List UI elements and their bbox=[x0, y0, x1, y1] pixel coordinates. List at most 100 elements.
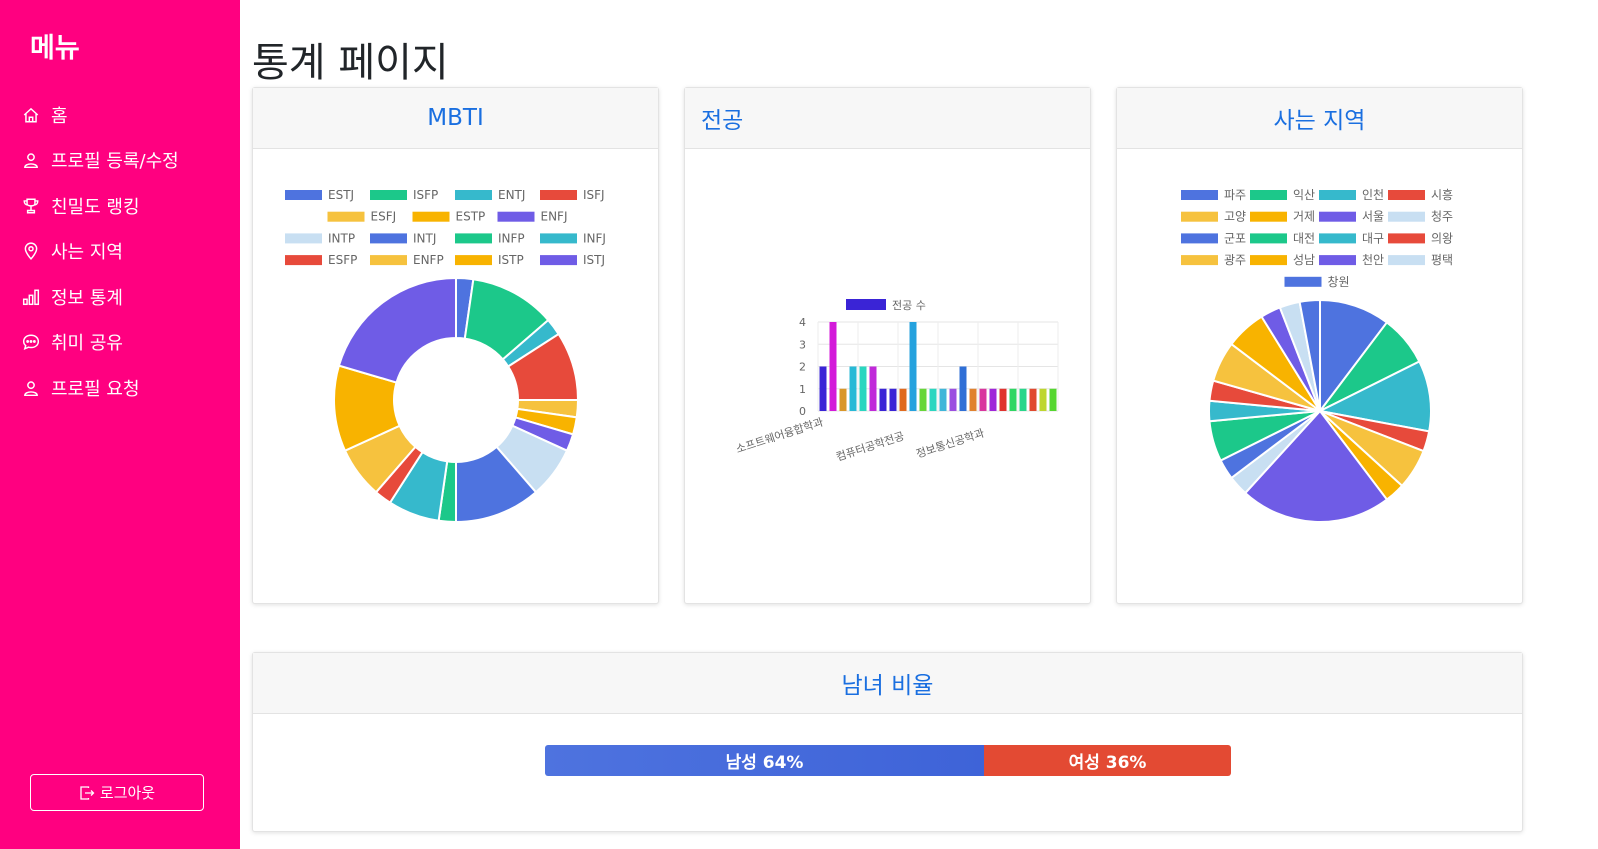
location-pin-icon bbox=[24, 242, 38, 261]
region-legend-label: 서울 bbox=[1362, 210, 1384, 224]
major-bar-21 bbox=[1029, 388, 1037, 411]
mbti-legend-label: INFP bbox=[498, 231, 525, 245]
region-slice-인천 bbox=[1316, 360, 1432, 433]
major-card-header: 전공 bbox=[685, 88, 1090, 149]
major-legend-label: 전공 수 bbox=[892, 299, 926, 312]
mbti-legend-swatch bbox=[540, 233, 577, 244]
sidebar-item-region[interactable]: 사는 지역 bbox=[22, 229, 179, 275]
region-legend-label: 군포 bbox=[1224, 231, 1246, 245]
female-ratio-segment: 여성 36% bbox=[984, 745, 1231, 776]
gender-card: 남녀 비율 남성 64% 여성 36% bbox=[252, 652, 1523, 832]
region-legend-label: 고양 bbox=[1224, 210, 1246, 224]
sidebar-title: 메뉴 bbox=[30, 33, 80, 64]
sidebar-item-profile-edit[interactable]: 프로필 등록/수정 bbox=[22, 138, 179, 184]
major-bar-8 bbox=[899, 388, 907, 411]
region-legend-label: 거제 bbox=[1293, 210, 1315, 224]
major-bar-23 bbox=[1049, 388, 1057, 411]
region-legend-swatch bbox=[1388, 190, 1425, 200]
mbti-legend-swatch bbox=[540, 255, 577, 266]
major-y-tick-label: 2 bbox=[799, 361, 806, 374]
region-slice-파주 bbox=[1319, 298, 1389, 414]
region-legend-swatch bbox=[1388, 255, 1425, 266]
region-legend-label: 창원 bbox=[1328, 275, 1350, 289]
major-x-tick-label: 컴퓨터공학전공 bbox=[835, 429, 906, 463]
male-ratio-segment: 남성 64% bbox=[545, 745, 985, 776]
major-bar-18 bbox=[999, 388, 1007, 411]
major-bar-chart: 전공 수 0 1 2 3 4 소프트웨어융합학과 컴퓨터공학전공 정보통신공학과 bbox=[734, 299, 1059, 464]
major-legend-swatch bbox=[846, 299, 886, 310]
major-bar-20 bbox=[1019, 388, 1027, 411]
sidebar-item-label: 홈 bbox=[51, 105, 68, 127]
region-legend-label: 인천 bbox=[1362, 187, 1384, 202]
region-legend-label: 대구 bbox=[1362, 231, 1384, 245]
sidebar-item-label: 취미 공유 bbox=[51, 333, 123, 355]
major-bar-14 bbox=[959, 366, 967, 411]
mbti-legend-swatch bbox=[327, 211, 365, 222]
major-bar-11 bbox=[929, 388, 937, 411]
major-bar-12 bbox=[939, 388, 947, 411]
region-legend-swatch bbox=[1319, 190, 1356, 200]
major-x-tick-label: 소프트웨어융합학과 bbox=[734, 415, 825, 456]
mbti-legend-swatch bbox=[455, 190, 492, 200]
major-card: 전공 전공 수 0 1 2 3 4 소프트웨어융합학과 컴퓨터공학전공 정보통신공학과 bbox=[684, 87, 1091, 604]
sidebar: 메뉴 홈 프로필 등록/수정 친밀도 랭킹 사는 지역 정보 통계 취미 공유 … bbox=[0, 0, 240, 849]
mbti-legend-swatch bbox=[370, 233, 407, 244]
sidebar-item-profile-request[interactable]: 프로필 요청 bbox=[22, 365, 179, 411]
mbti-legend-label: ISTJ bbox=[583, 253, 605, 267]
mbti-legend-swatch bbox=[285, 233, 322, 244]
region-legend-label: 청주 bbox=[1431, 210, 1453, 224]
major-bar-13 bbox=[949, 388, 957, 411]
region-card-header: 사는 지역 bbox=[1117, 88, 1522, 149]
sidebar-item-label: 친밀도 랭킹 bbox=[51, 196, 140, 218]
major-y-tick-label: 0 bbox=[799, 405, 806, 418]
major-bar-16 bbox=[979, 388, 987, 411]
sidebar-item-hobby[interactable]: 취미 공유 bbox=[22, 320, 179, 366]
major-bar-5 bbox=[869, 366, 877, 411]
region-legend-label: 천안 bbox=[1362, 252, 1384, 267]
region-legend-swatch bbox=[1319, 255, 1356, 266]
region-card: 사는 지역 파주 익산 인천 시흥 고양 거제 서울 청주 군포 대전 대구 의왕 광주 성남 천안 평택 창원 bbox=[1116, 87, 1523, 604]
region-legend-label: 평택 bbox=[1431, 253, 1453, 267]
region-legend-label: 시흥 bbox=[1431, 188, 1453, 202]
region-legend-label: 의왕 bbox=[1431, 231, 1453, 245]
region-legend-swatch bbox=[1319, 211, 1356, 222]
region-slice-창원 bbox=[1298, 298, 1321, 412]
sidebar-item-ranking[interactable]: 친밀도 랭킹 bbox=[22, 183, 179, 229]
major-y-tick-label: 3 bbox=[799, 338, 806, 351]
sidebar-item-label: 정보 통계 bbox=[51, 287, 123, 309]
region-legend-swatch bbox=[1388, 211, 1425, 222]
page-title: 통계 페이지 bbox=[252, 40, 449, 86]
mbti-legend-label: ENFJ bbox=[541, 210, 568, 224]
region-legend-label: 성남 bbox=[1293, 253, 1315, 267]
region-legend-swatch bbox=[1181, 255, 1218, 266]
major-bar-15 bbox=[969, 388, 977, 411]
trophy-icon bbox=[23, 198, 39, 214]
major-bar-9 bbox=[909, 322, 917, 411]
sidebar-item-home[interactable]: 홈 bbox=[22, 92, 179, 138]
mbti-doughnut-chart: ESTJ ISFP ENTJ ISFJ ESFJ ESTP ENFJ INTP INTJ INFP… bbox=[285, 188, 606, 524]
person-icon bbox=[24, 153, 38, 169]
person-icon bbox=[24, 381, 38, 396]
logout-button[interactable]: 로그아웃 bbox=[30, 774, 204, 811]
sidebar-item-stats[interactable]: 정보 통계 bbox=[22, 274, 179, 320]
major-bar-4 bbox=[859, 366, 867, 411]
major-bar-19 bbox=[1009, 388, 1017, 411]
mbti-legend-label: ISTP bbox=[498, 253, 524, 267]
major-x-tick-label: 정보통신공학과 bbox=[915, 426, 986, 460]
mbti-slice-ISTJ bbox=[337, 276, 457, 384]
mbti-legend-label: ESTJ bbox=[328, 188, 354, 202]
major-bar-1 bbox=[829, 322, 837, 411]
major-bar-2 bbox=[839, 388, 847, 411]
home-icon bbox=[23, 107, 39, 123]
mbti-legend-swatch bbox=[285, 190, 322, 200]
mbti-legend-label: ENTJ bbox=[498, 188, 525, 202]
mbti-legend-swatch bbox=[370, 190, 407, 200]
mbti-legend-swatch bbox=[370, 255, 407, 266]
sidebar-item-label: 프로필 등록/수정 bbox=[51, 151, 179, 173]
major-bar-17 bbox=[989, 388, 997, 411]
region-legend-swatch bbox=[1181, 190, 1218, 200]
mbti-legend-label: ESTP bbox=[456, 210, 486, 224]
region-legend-label: 익산 bbox=[1293, 188, 1315, 202]
region-legend-swatch bbox=[1388, 233, 1425, 244]
